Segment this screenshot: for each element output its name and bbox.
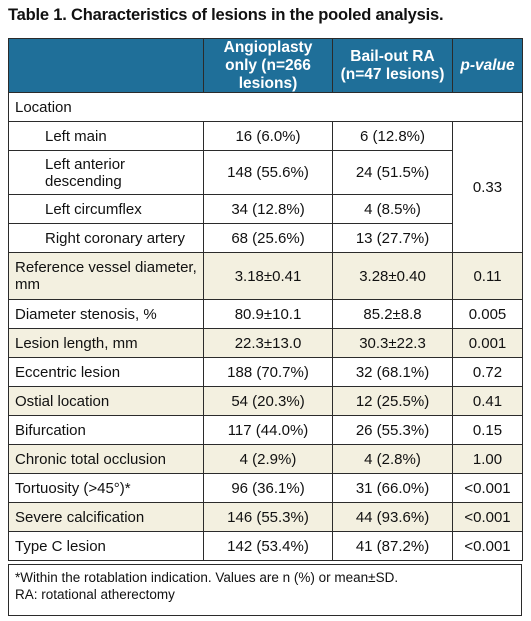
- row-label: Eccentric lesion: [8, 357, 204, 388]
- table-row-ostial-location: Ostial location 54 (20.3%) 12 (25.5%) 0.…: [8, 386, 523, 417]
- row-label: Ostial location: [8, 386, 204, 417]
- row-label: Bifurcation: [8, 415, 204, 446]
- bailout-value: 12 (25.5%): [332, 386, 453, 417]
- table-row-tortuosity: Tortuosity (>45°)* 96 (36.1%) 31 (66.0%)…: [8, 473, 523, 504]
- header-corner-cell: [8, 37, 204, 94]
- table-header-row: Angioplasty only (n=266 lesions) Bail-ou…: [8, 37, 523, 94]
- bailout-value: 32 (68.1%): [332, 357, 453, 388]
- bailout-value: 13 (27.7%): [332, 223, 453, 254]
- header-angioplasty-only: Angioplasty only (n=266 lesions): [203, 37, 333, 94]
- table-row-left-anterior-descending: Left anterior descending 148 (55.6%) 24 …: [8, 150, 523, 196]
- angioplasty-value: 3.18±0.41: [203, 252, 333, 301]
- table-row-severe-calcification: Severe calcification 146 (55.3%) 44 (93.…: [8, 502, 523, 533]
- bailout-value: 30.3±22.3: [332, 328, 453, 359]
- table-footnote: *Within the rotablation indication. Valu…: [8, 564, 522, 616]
- footnote-line-1: *Within the rotablation indication. Valu…: [15, 570, 399, 585]
- p-value: 0.41: [452, 386, 523, 417]
- location-section-label: Location: [8, 92, 523, 123]
- row-label: Diameter stenosis, %: [8, 299, 204, 330]
- p-value: 0.001: [452, 328, 523, 359]
- table-row-location: Location: [8, 92, 523, 123]
- p-value: 1.00: [452, 444, 523, 475]
- p-value: 0.72: [452, 357, 523, 388]
- bailout-value: 41 (87.2%): [332, 531, 453, 562]
- row-label: Reference vessel diameter, mm: [8, 252, 204, 301]
- location-p-value: 0.33: [452, 121, 523, 254]
- angioplasty-value: 16 (6.0%): [203, 121, 333, 152]
- table-row-lesion-length: Lesion length, mm 22.3±13.0 30.3±22.3 0.…: [8, 328, 523, 359]
- header-p-value: p-value: [452, 37, 523, 94]
- table-row-chronic-total-occlusion: Chronic total occlusion 4 (2.9%) 4 (2.8%…: [8, 444, 523, 475]
- p-value: 0.15: [452, 415, 523, 446]
- table-row-left-circumflex: Left circumflex 34 (12.8%) 4 (8.5%): [8, 194, 523, 225]
- p-value: <0.001: [452, 502, 523, 533]
- angioplasty-value: 188 (70.7%): [203, 357, 333, 388]
- p-value: <0.001: [452, 531, 523, 562]
- table-row-right-coronary-artery: Right coronary artery 68 (25.6%) 13 (27.…: [8, 223, 523, 254]
- table-row-reference-vessel-diameter: Reference vessel diameter, mm 3.18±0.41 …: [8, 252, 523, 301]
- row-label: Tortuosity (>45°)*: [8, 473, 204, 504]
- bailout-value: 26 (55.3%): [332, 415, 453, 446]
- bailout-value: 44 (93.6%): [332, 502, 453, 533]
- row-label: Left main: [8, 121, 204, 152]
- angioplasty-value: 54 (20.3%): [203, 386, 333, 417]
- angioplasty-value: 146 (55.3%): [203, 502, 333, 533]
- bailout-value: 4 (2.8%): [332, 444, 453, 475]
- table-row-bifurcation: Bifurcation 117 (44.0%) 26 (55.3%) 0.15: [8, 415, 523, 446]
- row-label: Left circumflex: [8, 194, 204, 225]
- bailout-value: 31 (66.0%): [332, 473, 453, 504]
- p-value: 0.005: [452, 299, 523, 330]
- row-label: Left anterior descending: [8, 150, 204, 196]
- angioplasty-value: 142 (53.4%): [203, 531, 333, 562]
- angioplasty-value: 34 (12.8%): [203, 194, 333, 225]
- row-label: Type C lesion: [8, 531, 204, 562]
- angioplasty-value: 96 (36.1%): [203, 473, 333, 504]
- angioplasty-value: 80.9±10.1: [203, 299, 333, 330]
- table-row-left-main: Left main 16 (6.0%) 6 (12.8%) 0.33: [8, 121, 523, 254]
- bailout-value: 24 (51.5%): [332, 150, 453, 196]
- lesion-characteristics-table: Angioplasty only (n=266 lesions) Bail-ou…: [8, 37, 523, 562]
- angioplasty-value: 148 (55.6%): [203, 150, 333, 196]
- table-row-eccentric-lesion: Eccentric lesion 188 (70.7%) 32 (68.1%) …: [8, 357, 523, 388]
- bailout-value: 3.28±0.40: [332, 252, 453, 301]
- row-label: Lesion length, mm: [8, 328, 204, 359]
- p-value: <0.001: [452, 473, 523, 504]
- angioplasty-value: 22.3±13.0: [203, 328, 333, 359]
- bailout-value: 4 (8.5%): [332, 194, 453, 225]
- bailout-value: 85.2±8.8: [332, 299, 453, 330]
- bailout-value: 6 (12.8%): [332, 121, 453, 152]
- row-label: Severe calcification: [8, 502, 204, 533]
- angioplasty-value: 68 (25.6%): [203, 223, 333, 254]
- footnote-line-2: RA: rotational atherectomy: [15, 587, 175, 603]
- table-row-diameter-stenosis: Diameter stenosis, % 80.9±10.1 85.2±8.8 …: [8, 299, 523, 330]
- table-title: Table 1. Characteristics of lesions in t…: [8, 6, 444, 24]
- angioplasty-value: 117 (44.0%): [203, 415, 333, 446]
- header-bailout-ra: Bail-out RA (n=47 lesions): [332, 37, 453, 94]
- angioplasty-value: 4 (2.9%): [203, 444, 333, 475]
- p-value: 0.11: [452, 252, 523, 301]
- table-row-type-c-lesion: Type C lesion 142 (53.4%) 41 (87.2%) <0.…: [8, 531, 523, 562]
- row-label: Chronic total occlusion: [8, 444, 204, 475]
- row-label: Right coronary artery: [8, 223, 204, 254]
